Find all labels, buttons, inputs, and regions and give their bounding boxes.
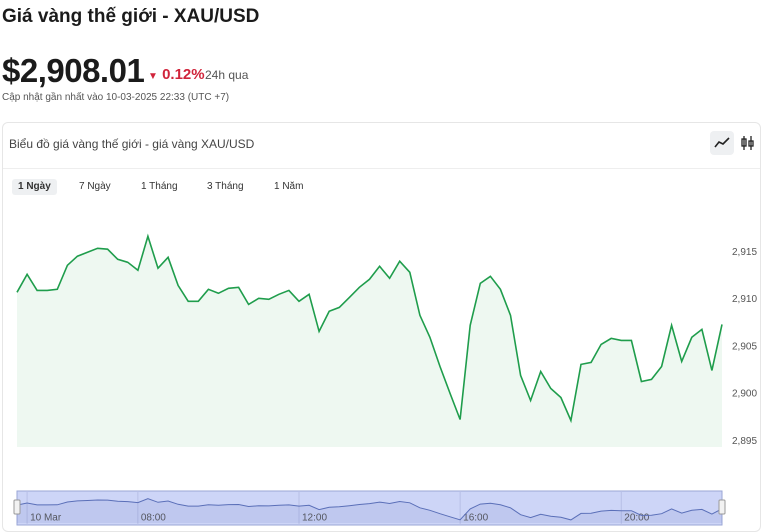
candle-chart-button[interactable] xyxy=(736,131,760,155)
navigator-handle[interactable] xyxy=(718,499,726,515)
x-tick-label: 12:00 xyxy=(302,513,327,524)
navigator xyxy=(16,490,723,526)
range-tab[interactable]: 1 Ngày xyxy=(12,179,57,195)
update-time: Cập nhật gần nhất vào 10-03-2025 22:33 (… xyxy=(2,92,230,103)
price-change: ▼ 0.12% xyxy=(148,66,205,83)
price: $2,908.01 xyxy=(2,52,145,89)
change-period: 24h qua xyxy=(205,68,249,82)
range-tab[interactable]: 3 Tháng xyxy=(207,181,244,192)
range-tab[interactable]: 7 Ngày xyxy=(79,181,111,192)
range-tab[interactable]: 1 Năm xyxy=(274,181,304,192)
x-tick-label: 16:00 xyxy=(463,513,488,524)
divider xyxy=(3,168,760,169)
navigator-line xyxy=(16,498,723,521)
page-title: Giá vàng thế giới - XAU/USD xyxy=(2,6,260,27)
candle-icon xyxy=(741,136,754,150)
line-icon xyxy=(714,137,730,148)
y-tick-label: 2,895 xyxy=(732,436,757,447)
x-tick-label: 08:00 xyxy=(141,513,166,524)
down-arrow: ▼ xyxy=(148,71,158,82)
line-chart-button[interactable] xyxy=(710,131,734,155)
area-fill xyxy=(17,236,722,447)
navigator-area xyxy=(17,498,722,523)
x-tick-label: 10 Mar xyxy=(30,513,62,524)
price-line xyxy=(16,233,723,424)
change-value: 0.12% xyxy=(162,66,205,83)
y-tick-label: 2,905 xyxy=(732,341,757,352)
range-tab[interactable]: 1 Tháng xyxy=(141,181,178,192)
x-tick-label: 20:00 xyxy=(624,513,649,524)
y-tick-label: 2,900 xyxy=(732,389,757,400)
y-tick-label: 2,915 xyxy=(732,247,757,258)
y-tick-label: 2,910 xyxy=(732,294,757,305)
card-title: Biểu đồ giá vàng thế giới - giá vàng XAU… xyxy=(9,137,255,151)
navigator-handle[interactable] xyxy=(13,499,21,515)
